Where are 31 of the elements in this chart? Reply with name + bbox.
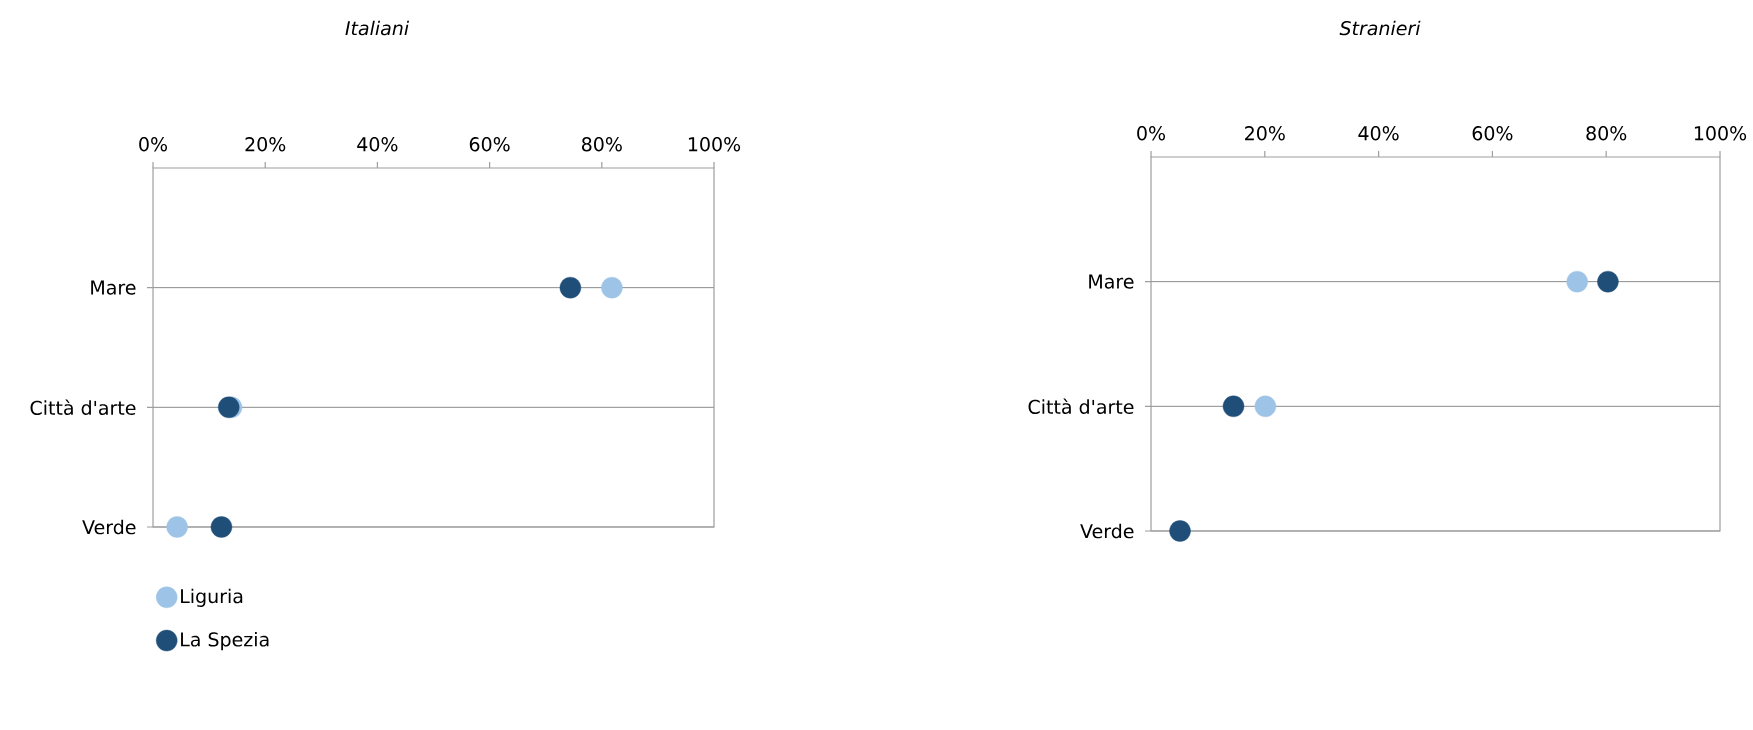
chart-title: Italiani	[345, 20, 410, 36]
x-tick-label: 20%	[1245, 126, 1285, 141]
y-tick-label: Verde	[82, 519, 136, 535]
y-tick-label: Città d'arte	[30, 399, 136, 416]
x-tick-label: 0%	[1137, 126, 1166, 141]
x-tick-label: 100%	[1694, 126, 1747, 141]
y-tick-label: Verde	[1080, 523, 1134, 539]
x-tick-label: 0%	[139, 137, 168, 152]
x-tick-label: 100%	[688, 137, 741, 152]
x-tick-label: 40%	[357, 137, 398, 152]
y-tick-label: Città d'arte	[1028, 398, 1134, 415]
x-tick-label: 80%	[1586, 126, 1627, 141]
y-tick-label: Mare	[1089, 274, 1134, 289]
y-tick-label: Mare	[91, 280, 136, 295]
x-tick-label: 80%	[581, 137, 622, 152]
point	[1169, 520, 1191, 542]
point	[1566, 270, 1588, 293]
legend-label: Liguria	[181, 588, 243, 608]
point	[1254, 395, 1277, 418]
chart-title: Stranieri	[1339, 20, 1421, 36]
point	[601, 276, 623, 299]
legend-label: La Spezia	[181, 631, 269, 651]
x-tick-label: 60%	[469, 137, 510, 152]
point	[210, 516, 233, 538]
point	[559, 276, 582, 299]
x-tick-label: 40%	[1358, 126, 1399, 141]
x-tick-label: 20%	[245, 137, 286, 152]
point	[166, 516, 188, 538]
point	[1222, 395, 1245, 418]
point	[1597, 270, 1619, 293]
x-tick-label: 60%	[1472, 126, 1513, 141]
